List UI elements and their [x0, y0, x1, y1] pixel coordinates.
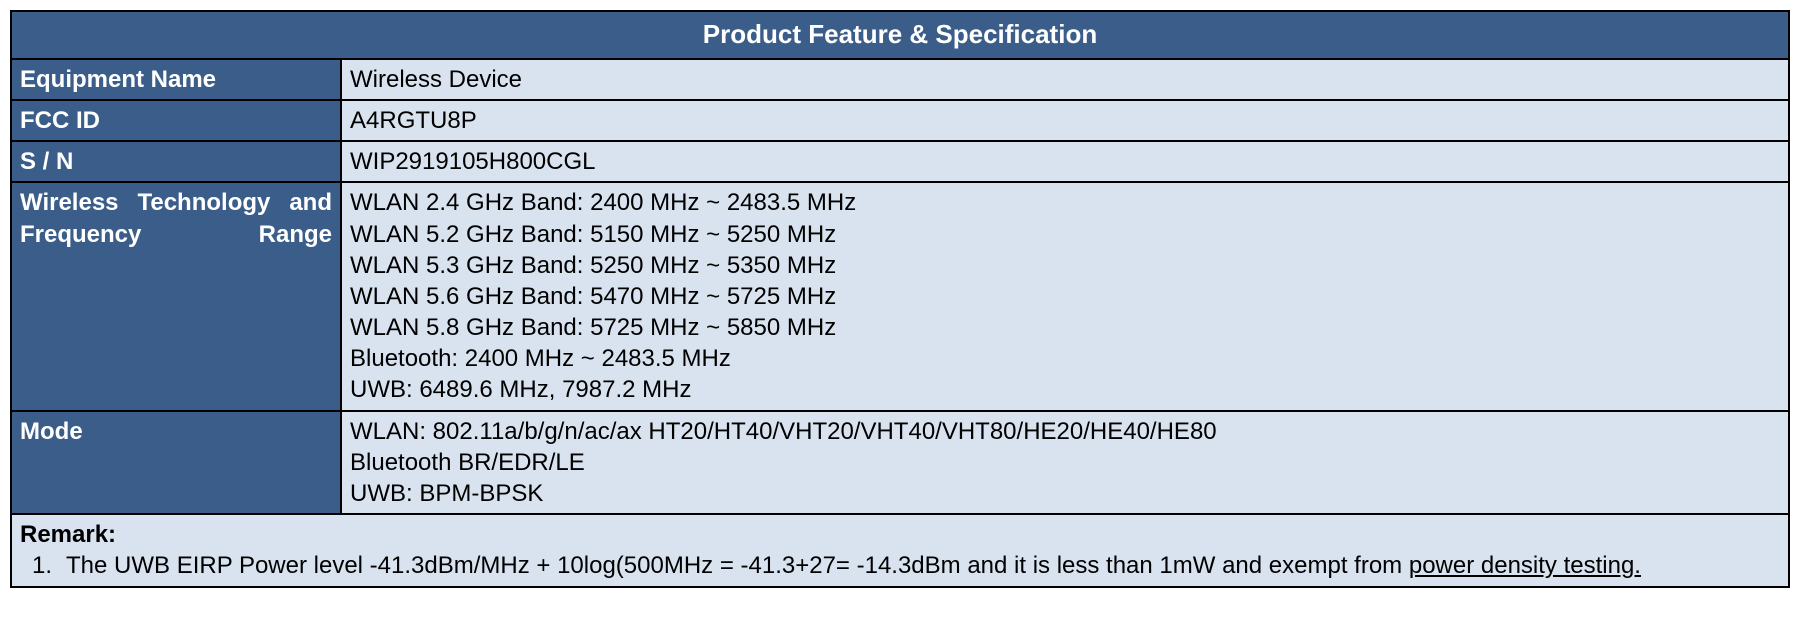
- spec-table-body: Product Feature & Specification Equipmen…: [11, 11, 1789, 587]
- row-value: WLAN: 802.11a/b/g/n/ac/ax HT20/HT40/VHT2…: [341, 411, 1789, 515]
- row-value: A4RGTU8P: [341, 100, 1789, 141]
- remark-cell: Remark:1.The UWB EIRP Power level -41.3d…: [11, 514, 1789, 586]
- value-line: UWB: 6489.6 MHz, 7987.2 MHz: [350, 374, 1780, 405]
- title-row: Product Feature & Specification: [11, 11, 1789, 59]
- remark-number: 1.: [32, 552, 66, 579]
- table-row: Mode WLAN: 802.11a/b/g/n/ac/ax HT20/HT40/…: [11, 411, 1789, 515]
- row-value: WIP2919105H800CGL: [341, 141, 1789, 182]
- table-row: FCC IDA4RGTU8P: [11, 100, 1789, 141]
- value-line: WLAN 5.2 GHz Band: 5150 MHz ~ 5250 MHz: [350, 219, 1780, 250]
- row-label: Equipment Name: [11, 59, 341, 100]
- row-label: Wireless Technology and Frequency Range: [11, 182, 341, 410]
- spec-table: Product Feature & Specification Equipmen…: [10, 10, 1790, 588]
- table-title: Product Feature & Specification: [11, 11, 1789, 59]
- value-line: WLAN 5.8 GHz Band: 5725 MHz ~ 5850 MHz: [350, 312, 1780, 343]
- row-value: Wireless Device: [341, 59, 1789, 100]
- table-row: Equipment NameWireless Device: [11, 59, 1789, 100]
- table-row: Wireless Technology and Frequency RangeW…: [11, 182, 1789, 410]
- remark-row: Remark:1.The UWB EIRP Power level -41.3d…: [11, 514, 1789, 586]
- row-label: Mode: [11, 411, 341, 515]
- value-line: WLAN 2.4 GHz Band: 2400 MHz ~ 2483.5 MHz: [350, 187, 1780, 218]
- value-line: WLAN 5.3 GHz Band: 5250 MHz ~ 5350 MHz: [350, 250, 1780, 281]
- table-row: S / NWIP2919105H800CGL: [11, 141, 1789, 182]
- value-line: WLAN: 802.11a/b/g/n/ac/ax HT20/HT40/VHT2…: [350, 416, 1780, 447]
- row-value: WLAN 2.4 GHz Band: 2400 MHz ~ 2483.5 MHz…: [341, 182, 1789, 410]
- row-label: FCC ID: [11, 100, 341, 141]
- row-label: S / N: [11, 141, 341, 182]
- remark-plain: The UWB EIRP Power level -41.3dBm/MHz + …: [66, 552, 1409, 579]
- value-line: WLAN 5.6 GHz Band: 5470 MHz ~ 5725 MHz: [350, 281, 1780, 312]
- value-line: UWB: BPM-BPSK: [350, 478, 1780, 509]
- remark-text: 1.The UWB EIRP Power level -41.3dBm/MHz …: [20, 550, 1780, 581]
- value-line: Bluetooth BR/EDR/LE: [350, 447, 1780, 478]
- remark-heading: Remark:: [20, 519, 1780, 550]
- remark-underlined: power density testing.: [1409, 552, 1641, 579]
- value-line: Bluetooth: 2400 MHz ~ 2483.5 MHz: [350, 343, 1780, 374]
